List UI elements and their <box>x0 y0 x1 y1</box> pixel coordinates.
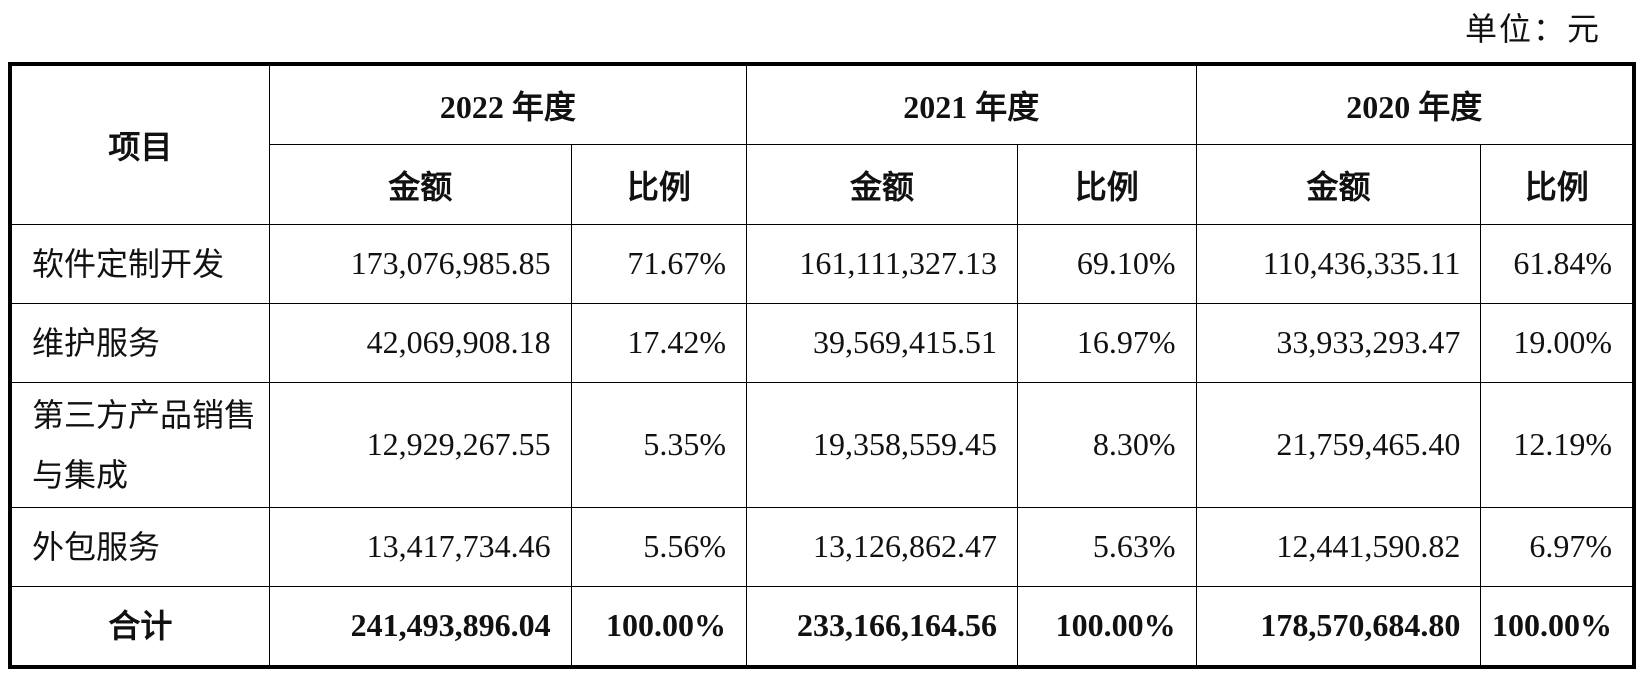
ratio-cell: 16.97% <box>1017 302 1197 383</box>
ratio-cell: 19.00% <box>1480 302 1635 383</box>
ratio-cell: 69.10% <box>1017 224 1197 304</box>
total-ratio-cell: 100.00% <box>1017 585 1197 668</box>
amount-cell: 19,358,559.45 <box>746 381 1019 508</box>
ratio-cell: 8.30% <box>1017 381 1197 508</box>
row-label: 维护服务 <box>9 302 270 383</box>
amount-cell: 173,076,985.85 <box>268 224 572 304</box>
row-label: 外包服务 <box>9 506 270 587</box>
amount-cell: 13,417,734.46 <box>268 506 572 587</box>
total-ratio-cell: 100.00% <box>1480 585 1635 668</box>
header-year-2021: 2021 年度 <box>746 63 1197 146</box>
header-ratio: 比例 <box>570 144 748 226</box>
header-amount: 金额 <box>268 144 572 226</box>
amount-cell: 12,929,267.55 <box>268 381 572 508</box>
total-amount-cell: 233,166,164.56 <box>746 585 1019 668</box>
ratio-cell: 12.19% <box>1480 381 1635 508</box>
header-ratio: 比例 <box>1017 144 1197 226</box>
table-row: 维护服务 42,069,908.18 17.42% 39,569,415.51 … <box>9 302 1635 383</box>
table-row: 第三方产品销售与集成 12,929,267.55 5.35% 19,358,55… <box>9 381 1635 508</box>
header-year-2020: 2020 年度 <box>1195 63 1635 146</box>
amount-cell: 42,069,908.18 <box>268 302 572 383</box>
header-ratio: 比例 <box>1480 144 1635 226</box>
row-label: 第三方产品销售与集成 <box>9 381 270 508</box>
row-label: 软件定制开发 <box>9 224 270 304</box>
ratio-cell: 71.67% <box>570 224 748 304</box>
amount-cell: 161,111,327.13 <box>746 224 1019 304</box>
header-row-columns: 金额 比例 金额 比例 金额 比例 <box>10 144 1635 226</box>
ratio-cell: 5.63% <box>1017 506 1197 587</box>
table-row: 外包服务 13,417,734.46 5.56% 13,126,862.47 5… <box>9 506 1635 587</box>
table-row: 软件定制开发 173,076,985.85 71.67% 161,111,327… <box>9 224 1635 304</box>
total-label: 合计 <box>9 585 270 668</box>
total-row: 合计 241,493,896.04 100.00% 233,166,164.56… <box>9 585 1635 668</box>
amount-cell: 110,436,335.11 <box>1195 224 1482 304</box>
total-ratio-cell: 100.00% <box>570 585 748 668</box>
unit-label: 单位：元 <box>1464 11 1601 47</box>
total-amount-cell: 178,570,684.80 <box>1195 585 1482 668</box>
amount-cell: 12,441,590.82 <box>1195 506 1482 587</box>
ratio-cell: 5.56% <box>570 506 748 587</box>
amount-cell: 13,126,862.47 <box>746 506 1019 587</box>
header-amount: 金额 <box>746 144 1019 226</box>
header-year-2022: 2022 年度 <box>268 63 748 146</box>
amount-cell: 33,933,293.47 <box>1195 302 1482 383</box>
amount-cell: 21,759,465.40 <box>1195 381 1482 508</box>
ratio-cell: 61.84% <box>1480 224 1635 304</box>
total-amount-cell: 241,493,896.04 <box>268 585 572 668</box>
ratio-cell: 17.42% <box>570 302 748 383</box>
revenue-table: 项目 2022 年度 2021 年度 2020 年度 金额 比例 金额 比例 金… <box>8 62 1636 669</box>
header-amount: 金额 <box>1195 144 1482 226</box>
header-row-years: 项目 2022 年度 2021 年度 2020 年度 <box>9 63 1635 226</box>
header-item: 项目 <box>9 63 270 226</box>
ratio-cell: 5.35% <box>570 381 748 508</box>
amount-cell: 39,569,415.51 <box>746 302 1019 383</box>
ratio-cell: 6.97% <box>1480 506 1635 587</box>
